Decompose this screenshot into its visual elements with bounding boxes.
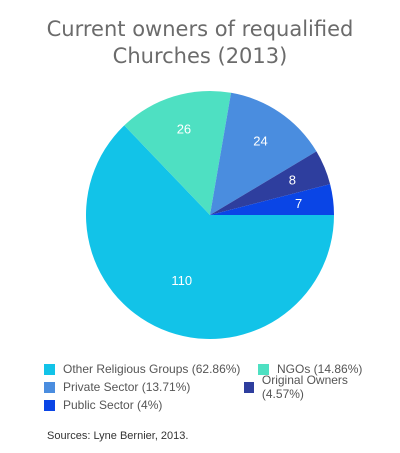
legend-label: Public Sector (4%) bbox=[63, 398, 163, 412]
chart-title: Current owners of requalified Churches (… bbox=[0, 16, 400, 70]
legend-row-3: Public Sector (4%) bbox=[44, 396, 384, 414]
legend: Other Religious Groups (62.86%) NGOs (14… bbox=[44, 360, 384, 414]
legend-item-original-owners: Original Owners (4.57%) bbox=[243, 373, 384, 401]
legend-swatch bbox=[44, 399, 55, 411]
legend-swatch bbox=[44, 363, 55, 375]
legend-swatch bbox=[243, 381, 254, 393]
legend-swatch bbox=[258, 363, 269, 375]
legend-item-other-religious-groups: Other Religious Groups (62.86%) bbox=[44, 362, 258, 376]
legend-row-2: Private Sector (13.71%) Original Owners … bbox=[44, 373, 384, 401]
legend-swatch bbox=[44, 381, 55, 393]
pie-slice bbox=[210, 92, 317, 215]
slice-value-label: 110 bbox=[171, 273, 192, 288]
pie-chart: 110 26 24 8 7 bbox=[85, 90, 334, 340]
source-note: Sources: Lyne Bernier, 2013. bbox=[47, 430, 189, 442]
pie-slice bbox=[210, 184, 334, 215]
legend-item-ngos: NGOs (14.86%) bbox=[258, 362, 362, 376]
slice-value-label: 8 bbox=[289, 173, 296, 188]
legend-label: Other Religious Groups (62.86%) bbox=[63, 362, 241, 376]
chart-title-line2: Churches (2013) bbox=[112, 44, 288, 68]
legend-item-private-sector: Private Sector (13.71%) bbox=[44, 380, 244, 394]
pie-slice bbox=[124, 90, 232, 215]
chart-title-line1: Current owners of requalified bbox=[46, 17, 354, 41]
slice-value-label: 7 bbox=[295, 196, 302, 211]
slice-value-label: 26 bbox=[177, 122, 191, 137]
slice-value-label: 24 bbox=[253, 133, 267, 148]
pie-slice bbox=[210, 151, 331, 215]
legend-row-1: Other Religious Groups (62.86%) NGOs (14… bbox=[44, 360, 384, 378]
legend-label: Private Sector (13.71%) bbox=[63, 380, 191, 394]
legend-label: NGOs (14.86%) bbox=[277, 362, 363, 376]
legend-label: Original Owners (4.57%) bbox=[261, 373, 348, 401]
legend-item-public-sector: Public Sector (4%) bbox=[44, 398, 258, 412]
pie-slice bbox=[85, 125, 334, 340]
